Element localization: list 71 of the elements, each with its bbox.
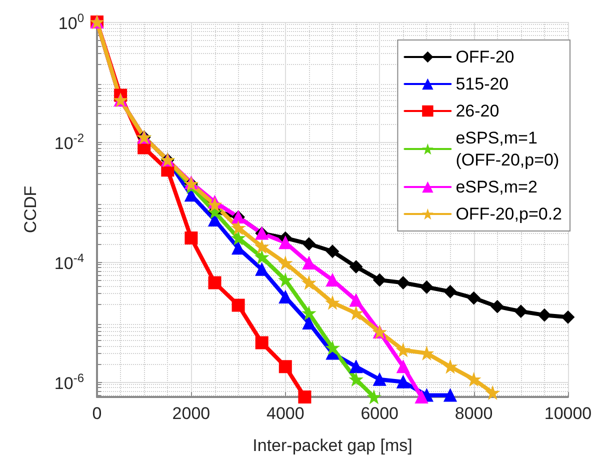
point [298, 390, 312, 404]
point [255, 336, 268, 350]
y-axis-title: CCDF [21, 186, 40, 234]
point [232, 221, 245, 234]
point [278, 273, 292, 286]
point [326, 244, 339, 258]
point [538, 308, 551, 322]
point [326, 296, 339, 310]
point [278, 256, 292, 270]
point [184, 188, 198, 202]
point [208, 214, 222, 227]
point [467, 292, 480, 305]
x-axis-title: Inter-packet gap [ms] [252, 436, 412, 455]
point [396, 276, 410, 290]
point [350, 360, 363, 374]
point [278, 236, 292, 250]
point [467, 372, 480, 386]
point [444, 360, 457, 374]
point [415, 390, 428, 404]
x-tick-label: 2000 [172, 404, 210, 423]
point [490, 300, 504, 314]
point [373, 372, 386, 386]
point [232, 298, 245, 312]
legend-label: eSPS,m=1 (OFF-20,p=0) [456, 128, 560, 170]
point [514, 304, 528, 318]
point [350, 294, 363, 307]
y-tick-label: 10$^{-4}$ [54, 251, 84, 273]
y-tick-label: 10$^{-2}$ [54, 131, 84, 153]
point [350, 306, 363, 320]
point [420, 280, 434, 294]
point [302, 237, 316, 250]
point [255, 262, 268, 276]
point [420, 346, 434, 360]
x-tick-label: 6000 [360, 404, 399, 423]
x-tick-label: 0 [92, 404, 102, 423]
point [326, 341, 339, 354]
legend-label: 26-20 [456, 102, 500, 120]
point [302, 316, 316, 330]
legend-label: eSPS,m=2 [456, 178, 538, 196]
y-tick-label: 10$^{0}$ [58, 11, 84, 33]
legend-label: OFF-20,p=0.2 [456, 204, 562, 224]
point [350, 372, 363, 386]
point [208, 276, 222, 290]
point [326, 273, 339, 286]
point [396, 375, 410, 388]
point [255, 250, 268, 264]
point [278, 290, 292, 304]
point [444, 285, 457, 298]
point [302, 276, 316, 290]
point [184, 232, 198, 245]
point [562, 310, 574, 324]
point [278, 360, 292, 374]
point [396, 360, 410, 374]
x-tick-label: 8000 [454, 404, 493, 423]
point [367, 390, 380, 404]
point [208, 198, 222, 212]
point [444, 388, 457, 402]
point [350, 260, 363, 274]
y-tick-label: 10$^{-6}$ [54, 371, 84, 393]
point [232, 232, 245, 245]
point [232, 242, 245, 255]
legend-label: OFF-20 [456, 48, 514, 66]
point [373, 273, 386, 286]
point [255, 240, 268, 254]
point [302, 256, 316, 270]
point [396, 344, 410, 357]
point [302, 306, 316, 320]
x-tick-label: 10000 [544, 404, 592, 423]
point [486, 386, 500, 400]
x-tick-label: 4000 [266, 404, 304, 423]
legend-label: 515-20 [456, 74, 509, 94]
